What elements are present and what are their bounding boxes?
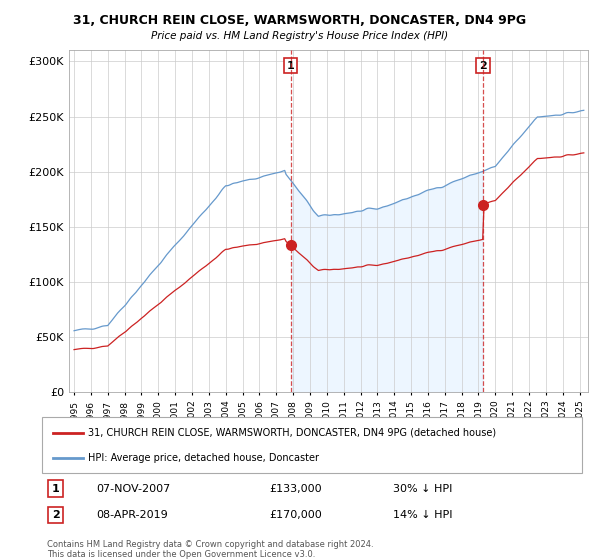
Text: 1: 1	[52, 484, 59, 494]
Text: £133,000: £133,000	[269, 484, 322, 494]
Text: Price paid vs. HM Land Registry's House Price Index (HPI): Price paid vs. HM Land Registry's House …	[151, 31, 449, 41]
Text: HPI: Average price, detached house, Doncaster: HPI: Average price, detached house, Donc…	[88, 452, 319, 463]
Text: 31, CHURCH REIN CLOSE, WARMSWORTH, DONCASTER, DN4 9PG: 31, CHURCH REIN CLOSE, WARMSWORTH, DONCA…	[73, 14, 527, 27]
Text: Contains HM Land Registry data © Crown copyright and database right 2024.: Contains HM Land Registry data © Crown c…	[47, 540, 374, 549]
Text: This data is licensed under the Open Government Licence v3.0.: This data is licensed under the Open Gov…	[47, 550, 316, 559]
FancyBboxPatch shape	[42, 417, 582, 473]
Text: 07-NOV-2007: 07-NOV-2007	[96, 484, 170, 494]
Text: 30% ↓ HPI: 30% ↓ HPI	[393, 484, 452, 494]
Text: 2: 2	[479, 60, 487, 71]
Text: 14% ↓ HPI: 14% ↓ HPI	[393, 510, 452, 520]
Text: 1: 1	[287, 60, 295, 71]
Text: 2: 2	[52, 510, 59, 520]
Text: 08-APR-2019: 08-APR-2019	[96, 510, 168, 520]
Text: £170,000: £170,000	[269, 510, 322, 520]
Text: 31, CHURCH REIN CLOSE, WARMSWORTH, DONCASTER, DN4 9PG (detached house): 31, CHURCH REIN CLOSE, WARMSWORTH, DONCA…	[88, 428, 496, 438]
